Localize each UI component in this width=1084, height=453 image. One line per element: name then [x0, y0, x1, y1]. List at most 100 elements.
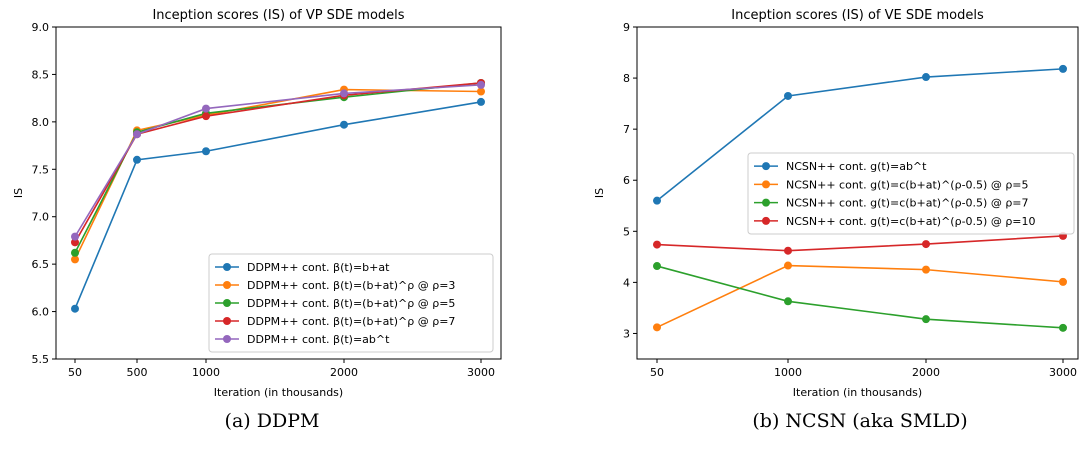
data-point — [71, 255, 79, 264]
series-line — [656, 265, 1064, 329]
x-tick-label: 2000 — [912, 366, 940, 379]
data-point — [653, 323, 661, 332]
legend-marker — [762, 180, 770, 189]
y-axis-label: IS — [593, 188, 606, 198]
legend-item: NCSN++ cont. g(t)=ab^t — [754, 160, 927, 173]
chart-title: Inception scores (IS) of VP SDE models — [152, 8, 404, 23]
data-point — [202, 112, 210, 121]
x-tick-label: 1000 — [774, 366, 802, 379]
data-point — [784, 246, 792, 255]
chart-title: Inception scores (IS) of VE SDE models — [731, 8, 984, 23]
data-point — [922, 240, 930, 249]
x-axis-label: Iteration (in thousands) — [793, 386, 922, 399]
legend-item: NCSN++ cont. g(t)=c(b+at)^(ρ-0.5) @ ρ=5 — [754, 178, 1029, 191]
x-tick-label: 50 — [68, 366, 82, 379]
data-point — [71, 232, 79, 241]
data-point — [71, 238, 79, 247]
data-point — [1059, 64, 1067, 73]
plot-frame — [55, 26, 502, 360]
data-point — [1059, 323, 1067, 332]
y-tick-label: 5.5 — [32, 353, 50, 366]
data-point — [653, 196, 661, 205]
legend-label: DDPM++ cont. β(t)=ab^t — [247, 333, 390, 346]
legend-marker — [762, 198, 770, 207]
data-point — [922, 73, 930, 82]
data-point — [71, 304, 79, 313]
legend-marker — [223, 263, 231, 271]
legend-label: DDPM++ cont. β(t)=b+at — [247, 261, 390, 274]
series-4 — [71, 78, 485, 247]
data-point — [340, 89, 348, 98]
y-tick-label: 6 — [623, 174, 630, 187]
legend-label: NCSN++ cont. g(t)=c(b+at)^(ρ-0.5) @ ρ=7 — [786, 197, 1029, 210]
data-point — [653, 240, 661, 249]
legend-marker — [223, 335, 231, 343]
x-tick-label: 1000 — [192, 366, 220, 379]
legend-marker — [223, 299, 231, 307]
x-tick-label: 3000 — [467, 366, 495, 379]
data-point — [784, 261, 792, 270]
legend-box — [208, 253, 494, 353]
legend-box — [747, 152, 1075, 235]
data-point — [653, 262, 661, 271]
data-point — [133, 155, 141, 164]
data-point — [784, 91, 792, 100]
legend-marker — [762, 216, 770, 225]
data-point — [477, 80, 485, 89]
data-point — [922, 265, 930, 274]
series-5 — [71, 80, 485, 241]
legend: DDPM++ cont. β(t)=b+at DDPM++ cont. β(t)=… — [208, 253, 494, 353]
legend-marker — [762, 162, 770, 171]
legend-label: DDPM++ cont. β(t)=(b+at)^ρ @ ρ=3 — [247, 279, 455, 292]
data-point — [1059, 277, 1067, 286]
legend-label: DDPM++ cont. β(t)=(b+at)^ρ @ ρ=7 — [247, 315, 455, 328]
data-point — [922, 315, 930, 324]
caption-a: (a) DDPM — [224, 410, 320, 432]
data-point — [202, 104, 210, 113]
y-tick-label: 5 — [623, 225, 630, 238]
data-point — [477, 97, 485, 106]
y-tick-label: 7 — [623, 123, 630, 136]
y-tick-label: 8.5 — [32, 68, 50, 81]
y-tick-label: 7.5 — [32, 163, 50, 176]
y-tick-label: 9.0 — [32, 21, 50, 34]
data-point — [477, 87, 485, 96]
y-tick-label: 8.0 — [32, 116, 50, 129]
legend-label: DDPM++ cont. β(t)=(b+at)^ρ @ ρ=5 — [247, 297, 455, 310]
y-tick-label: 7.0 — [32, 211, 50, 224]
series-3 — [653, 262, 1067, 332]
data-point — [202, 147, 210, 156]
legend: NCSN++ cont. g(t)=ab^t NCSN++ cont. g(t)=… — [747, 152, 1075, 235]
chart-ve-sde: Inception scores (IS) of VE SDE models 3 4… — [593, 8, 1079, 399]
x-tick-label: 50 — [650, 366, 664, 379]
legend-marker — [223, 317, 231, 325]
legend-label: NCSN++ cont. g(t)=c(b+at)^(ρ-0.5) @ ρ=10 — [786, 215, 1036, 228]
legend-item: NCSN++ cont. g(t)=c(b+at)^(ρ-0.5) @ ρ=10 — [754, 215, 1036, 228]
legend-item: DDPM++ cont. β(t)=b+at — [215, 261, 390, 274]
x-tick-label: 3000 — [1049, 366, 1077, 379]
series-2 — [653, 261, 1067, 332]
plot-frame — [636, 26, 1079, 360]
series-1 — [71, 97, 485, 313]
series-1 — [653, 64, 1067, 205]
legend-item: DDPM++ cont. β(t)=(b+at)^ρ @ ρ=5 — [215, 297, 455, 310]
y-axis-label: IS — [12, 188, 25, 198]
legend-marker — [223, 281, 231, 289]
series-line — [74, 88, 482, 260]
y-tick-label: 6.5 — [32, 258, 50, 271]
series-line — [656, 235, 1064, 252]
legend-item: DDPM++ cont. β(t)=(b+at)^ρ @ ρ=7 — [215, 315, 455, 328]
chart-vp-sde: Inception scores (IS) of VP SDE models 5.… — [12, 8, 502, 399]
data-point — [71, 248, 79, 257]
y-tick-label: 6.0 — [32, 306, 50, 319]
series-line — [656, 68, 1064, 202]
y-tick-label: 4 — [623, 276, 630, 289]
legend-item: DDPM++ cont. β(t)=(b+at)^ρ @ ρ=3 — [215, 279, 455, 292]
series-4 — [653, 231, 1067, 255]
data-point — [133, 130, 141, 139]
legend-item: NCSN++ cont. g(t)=c(b+at)^(ρ-0.5) @ ρ=7 — [754, 197, 1029, 210]
y-tick-label: 8 — [623, 72, 630, 85]
x-tick-label: 500 — [127, 366, 148, 379]
caption-b: (b) NCSN (aka SMLD) — [752, 410, 968, 432]
